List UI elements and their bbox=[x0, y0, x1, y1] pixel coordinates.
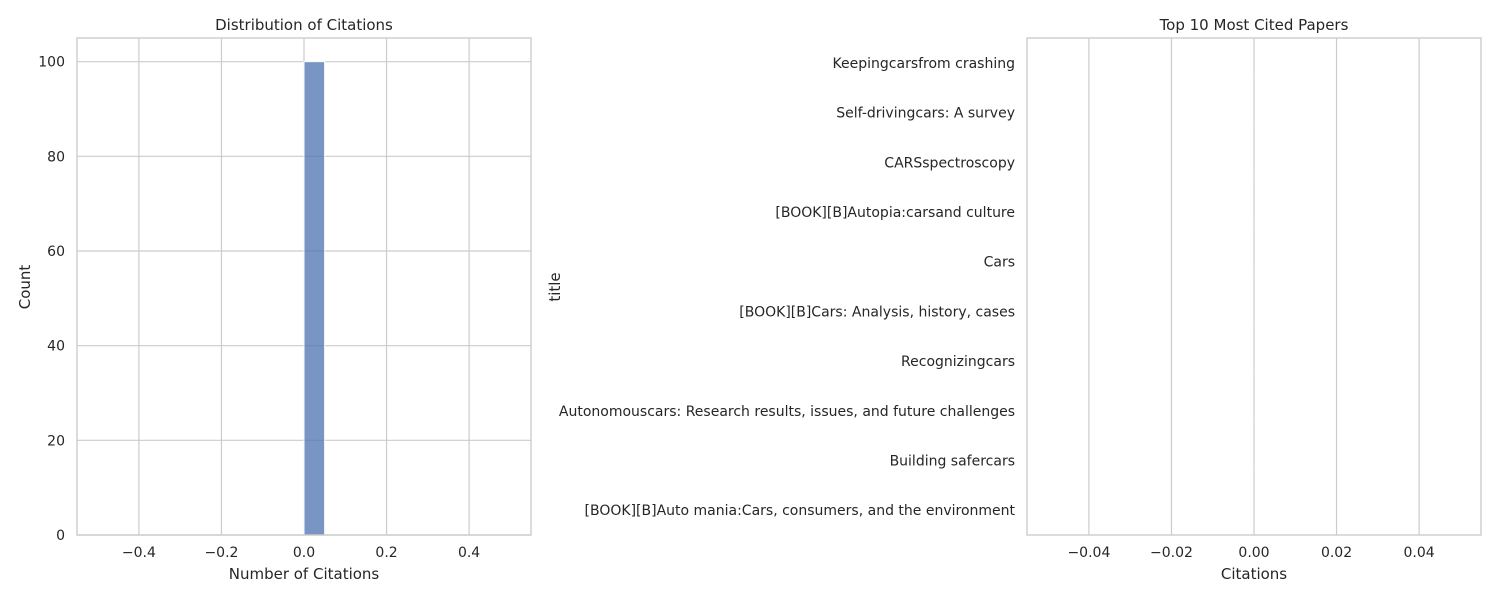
top-cited-x-tick-label: 0.04 bbox=[1404, 545, 1435, 561]
top-cited-y-tick-label: CARSspectroscopy bbox=[884, 155, 1015, 171]
top-cited-y-axis-label: title bbox=[546, 272, 564, 301]
histogram-title: Distribution of Citations bbox=[215, 16, 393, 34]
top-cited-chart: −0.04 −0.02 0.00 0.02 0.04 Keepingcarsfrom c… bbox=[546, 16, 1482, 583]
top-cited-y-tick-label: Autonomouscars: Research results, issues… bbox=[559, 404, 1015, 420]
histogram-y-tick-label: 60 bbox=[47, 244, 65, 260]
histogram-x-tick-label: −0.2 bbox=[204, 545, 238, 561]
top-cited-y-tick-label: Self-drivingcars: A survey bbox=[836, 106, 1015, 122]
top-cited-y-tick-label: [BOOK][B]Auto mania:Cars, consumers, and… bbox=[585, 503, 1016, 519]
histogram-x-tick-labels: −0.4 −0.2 0.0 0.2 0.4 bbox=[122, 545, 480, 561]
histogram-y-tick-label: 80 bbox=[47, 149, 65, 165]
top-cited-x-tick-label: 0.00 bbox=[1238, 545, 1269, 561]
histogram-x-tick-label: 0.0 bbox=[293, 545, 315, 561]
histogram-x-tick-label: 0.4 bbox=[458, 545, 480, 561]
histogram-plot-frame bbox=[76, 37, 532, 536]
top-cited-x-gridlines bbox=[1088, 38, 1420, 535]
top-cited-y-tick-labels: Keepingcarsfrom crashing Self-drivingcars… bbox=[559, 56, 1016, 519]
histogram-bars bbox=[303, 61, 326, 536]
top-cited-y-tick-label: Keepingcarsfrom crashing bbox=[833, 56, 1015, 72]
top-cited-x-axis-label: Citations bbox=[1221, 565, 1287, 583]
top-cited-y-tick-label: [BOOK][B]Cars: Analysis, history, cases bbox=[739, 304, 1015, 320]
top-cited-y-tick-label: [BOOK][B]Autopia:carsand culture bbox=[775, 205, 1015, 221]
histogram-chart: −0.4 −0.2 0.0 0.2 0.4 0 20 40 60 80 100 Distribut… bbox=[16, 16, 532, 583]
top-cited-title: Top 10 Most Cited Papers bbox=[1159, 16, 1349, 34]
histogram-x-tick-label: −0.4 bbox=[122, 545, 156, 561]
histogram-y-tick-labels: 0 20 40 60 80 100 bbox=[38, 55, 65, 544]
histogram-y-axis-label: Count bbox=[16, 265, 34, 310]
histogram-bar bbox=[303, 61, 326, 536]
histogram-x-axis-label: Number of Citations bbox=[229, 565, 380, 583]
histogram-y-tick-label: 20 bbox=[47, 433, 65, 449]
top-cited-x-tick-labels: −0.04 −0.02 0.00 0.02 0.04 bbox=[1067, 545, 1434, 561]
top-cited-y-tick-label: Recognizingcars bbox=[901, 354, 1015, 370]
histogram-y-tick-label: 40 bbox=[47, 339, 65, 355]
top-cited-x-tick-label: −0.02 bbox=[1150, 545, 1193, 561]
histogram-y-tick-label: 0 bbox=[56, 528, 65, 544]
histogram-x-tick-label: 0.2 bbox=[375, 545, 397, 561]
top-cited-plot-frame bbox=[1026, 37, 1482, 536]
top-cited-y-tick-label: Building safercars bbox=[890, 453, 1015, 469]
top-cited-y-tick-label: Cars bbox=[984, 255, 1015, 271]
histogram-y-tick-label: 100 bbox=[38, 55, 65, 71]
top-cited-x-tick-label: −0.04 bbox=[1067, 545, 1110, 561]
top-cited-x-tick-label: 0.02 bbox=[1321, 545, 1352, 561]
